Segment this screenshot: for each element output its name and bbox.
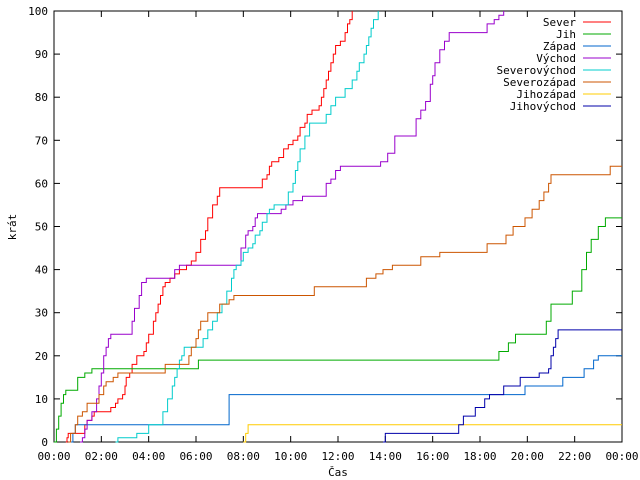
series-line-4 bbox=[115, 11, 379, 443]
x-tick-label: 08:00 bbox=[227, 450, 260, 463]
x-tick-label: 00:00 bbox=[605, 450, 638, 463]
legend-label: Sever bbox=[543, 16, 576, 29]
legend-label: Jihozápad bbox=[516, 88, 576, 101]
y-tick-label: 50 bbox=[35, 221, 48, 234]
x-tick-label: 10:00 bbox=[274, 450, 307, 463]
y-tick-label: 90 bbox=[35, 48, 48, 61]
x-tick-label: 04:00 bbox=[132, 450, 165, 463]
legend-label: Jih bbox=[556, 28, 576, 41]
x-tick-label: 12:00 bbox=[321, 450, 354, 463]
y-tick-label: 70 bbox=[35, 134, 48, 147]
x-tick-label: 22:00 bbox=[558, 450, 591, 463]
series-line-6 bbox=[243, 424, 622, 443]
legend: SeverJihZápadVýchodSeverovýchodSeverozáp… bbox=[497, 16, 611, 113]
series-line-0 bbox=[65, 11, 353, 443]
legend-label: Severozápad bbox=[503, 76, 576, 89]
y-tick-label: 80 bbox=[35, 91, 48, 104]
series-line-1 bbox=[54, 217, 622, 443]
legend-label: Severovýchod bbox=[497, 64, 576, 77]
series-lines bbox=[54, 11, 622, 443]
x-tick-label: 16:00 bbox=[416, 450, 449, 463]
x-tick-label: 02:00 bbox=[85, 450, 118, 463]
series-line-7 bbox=[383, 329, 622, 443]
x-axis-title: Čas bbox=[328, 466, 348, 479]
legend-label: Východ bbox=[536, 52, 576, 65]
y-tick-label: 0 bbox=[41, 436, 48, 449]
y-tick-label: 60 bbox=[35, 177, 48, 190]
y-tick-label: 100 bbox=[28, 5, 48, 18]
legend-label: Jihovýchod bbox=[510, 100, 576, 113]
y-axis-title: krát bbox=[6, 214, 19, 241]
y-tick-label: 20 bbox=[35, 350, 48, 363]
x-tick-label: 00:00 bbox=[37, 450, 70, 463]
x-tick-label: 06:00 bbox=[179, 450, 212, 463]
x-tick-label: 18:00 bbox=[463, 450, 496, 463]
x-tick-label: 14:00 bbox=[369, 450, 402, 463]
axis-ticks: 0 10 20 30 40 50 60 70 80 90 100 00:00 02:00 04:00 06:… bbox=[28, 5, 638, 463]
y-tick-label: 10 bbox=[35, 393, 48, 406]
series-line-5 bbox=[68, 165, 622, 443]
y-tick-label: 40 bbox=[35, 264, 48, 277]
y-tick-label: 30 bbox=[35, 307, 48, 320]
series-line-3 bbox=[80, 11, 505, 443]
x-tick-label: 20:00 bbox=[511, 450, 544, 463]
legend-label: Západ bbox=[543, 40, 576, 53]
